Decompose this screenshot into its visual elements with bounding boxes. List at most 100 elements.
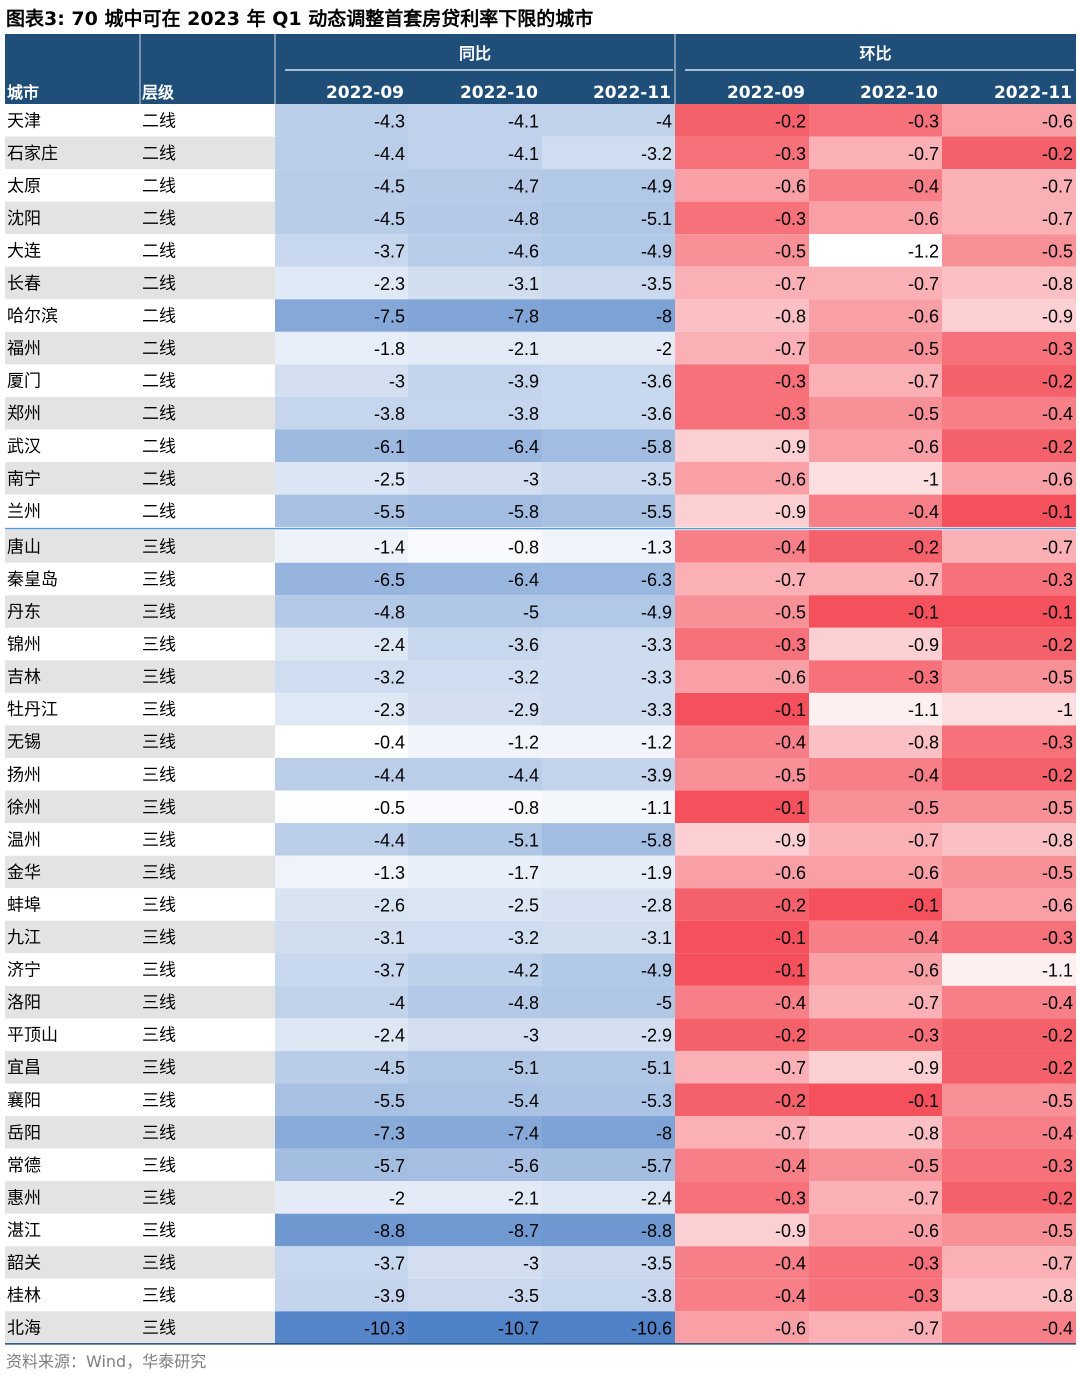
yoy-value: -2.9	[641, 1026, 672, 1046]
mom-heat-cell	[809, 595, 942, 628]
mom-heat-cell	[675, 201, 809, 235]
city-name: 天津	[7, 111, 41, 131]
city-name: 湛江	[7, 1221, 41, 1241]
city-name: 郑州	[7, 404, 41, 424]
mom-heat-cell	[942, 364, 1076, 397]
mom-value: -0.3	[775, 144, 806, 164]
yoy-value: -6.4	[508, 570, 539, 590]
yoy-heat-cell	[542, 136, 675, 170]
yoy-value: -5	[523, 603, 539, 623]
mom-heat-cell	[809, 1213, 942, 1247]
yoy-value: -7.8	[508, 307, 539, 327]
city-tier: 三线	[142, 1123, 176, 1143]
group-header: 环比	[859, 44, 891, 63]
mom-value: -0.6	[775, 668, 806, 688]
yoy-value: -2.4	[374, 1026, 405, 1046]
yoy-value: -3.1	[374, 928, 405, 948]
mom-heat-cell	[809, 1018, 942, 1051]
label-cell-bg	[5, 823, 275, 856]
yoy-heat-cell	[542, 266, 675, 300]
yoy-heat-cell	[275, 266, 408, 300]
mom-heat-cell	[809, 758, 942, 791]
city-tier: 三线	[142, 765, 176, 785]
label-cell-bg	[5, 627, 275, 661]
table-row: 岳阳 三线 -7.3 -7.4 -8 -0.7 -0.8 -0.4	[5, 1116, 1076, 1149]
table-row: 湛江 三线 -8.8 -8.7 -8.8 -0.9 -0.6 -0.5	[5, 1213, 1076, 1247]
table-row: 扬州 三线 -4.4 -4.4 -3.9 -0.5 -0.4 -0.2	[5, 758, 1076, 791]
mom-heat-cell	[942, 758, 1076, 791]
mom-value: -0.3	[775, 635, 806, 655]
label-cell-bg	[5, 888, 275, 921]
yoy-heat-cell	[275, 1083, 408, 1117]
mom-value: -0.4	[908, 176, 939, 196]
mom-value: -0.3	[1042, 928, 1073, 948]
city-name: 太原	[7, 176, 41, 196]
yoy-value: -4.4	[374, 144, 405, 164]
mom-heat-cell	[809, 823, 942, 856]
mom-heat-cell	[942, 790, 1076, 824]
mom-heat-cell	[675, 562, 809, 596]
mom-heat-cell	[809, 1083, 942, 1117]
yoy-heat-cell	[275, 1213, 408, 1247]
yoy-value: -1.3	[374, 863, 405, 883]
month-header: 2022-11	[593, 83, 671, 103]
yoy-value: -2.5	[374, 469, 405, 489]
city-tier: 二线	[142, 144, 176, 164]
mom-value: -1.1	[908, 700, 939, 720]
label-cell-bg	[5, 985, 275, 1019]
mom-heat-cell	[942, 1116, 1076, 1149]
yoy-heat-cell	[408, 429, 542, 463]
table-row: 徐州 三线 -0.5 -0.8 -1.1 -0.1 -0.5 -0.5	[5, 790, 1076, 824]
mom-value: -0.2	[1042, 437, 1073, 457]
mom-heat-cell	[675, 627, 809, 661]
mom-heat-cell	[942, 1050, 1076, 1084]
city-name: 温州	[7, 830, 41, 850]
mom-heat-cell	[675, 725, 809, 758]
yoy-heat-cell	[275, 790, 408, 824]
mom-heat-cell	[942, 953, 1076, 986]
label-cell-bg	[5, 1148, 275, 1182]
mom-value: -0.7	[908, 144, 939, 164]
mom-value: -0.1	[775, 798, 806, 818]
mom-value: -0.4	[775, 993, 806, 1013]
label-cell-bg	[5, 396, 275, 430]
yoy-value: -5.8	[508, 502, 539, 522]
city-name: 武汉	[7, 437, 41, 457]
mom-heat-cell	[942, 429, 1076, 463]
mom-heat-cell	[675, 494, 809, 528]
mom-heat-cell	[809, 331, 942, 365]
yoy-heat-cell	[275, 1181, 408, 1214]
mom-heat-cell	[809, 985, 942, 1019]
yoy-heat-cell	[275, 1278, 408, 1312]
mom-heat-cell	[809, 396, 942, 430]
city-name: 兰州	[7, 502, 41, 522]
mom-heat-cell	[942, 562, 1076, 596]
table-row: 蚌埠 三线 -2.6 -2.5 -2.8 -0.2 -0.1 -0.6	[5, 888, 1076, 921]
mom-value: -0.1	[908, 603, 939, 623]
yoy-value: -4.2	[508, 961, 539, 981]
mom-heat-cell	[942, 823, 1076, 856]
mom-heat-cell	[942, 104, 1076, 137]
yoy-heat-cell	[275, 725, 408, 758]
label-cell-bg	[5, 494, 275, 528]
mom-heat-cell	[942, 201, 1076, 235]
mom-value: -0.3	[1042, 733, 1073, 753]
mom-heat-cell	[675, 790, 809, 824]
tier-column-header: 层级	[142, 83, 175, 102]
yoy-heat-cell	[408, 1116, 542, 1149]
mom-value: -0.5	[1042, 668, 1073, 688]
chart-title: 图表3: 70 城中可在 2023 年 Q1 动态调整首套房贷利率下限的城市	[6, 8, 594, 30]
yoy-heat-cell	[542, 234, 675, 267]
yoy-value: -1.3	[641, 537, 672, 557]
yoy-value: -4.9	[641, 241, 672, 261]
mom-value: -0.4	[908, 928, 939, 948]
mom-value: -0.6	[908, 437, 939, 457]
yoy-heat-cell	[542, 888, 675, 921]
mom-heat-cell	[942, 1311, 1076, 1344]
table-row: 郑州 二线 -3.8 -3.8 -3.6 -0.3 -0.5 -0.4	[5, 396, 1076, 430]
mom-heat-cell	[809, 953, 942, 986]
yoy-value: -3.7	[374, 1254, 405, 1274]
city-tier: 三线	[142, 700, 176, 720]
yoy-heat-cell	[542, 1278, 675, 1312]
